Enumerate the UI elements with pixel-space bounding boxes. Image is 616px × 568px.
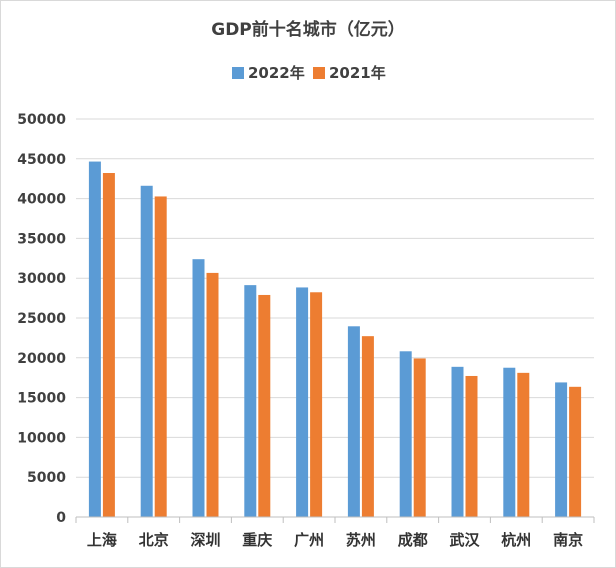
y-tick-label: 40000 (17, 192, 66, 208)
x-tick-label: 上海 (87, 531, 117, 549)
y-tick-label: 10000 (17, 430, 66, 446)
bar-2022 (296, 287, 309, 517)
legend: 2022年 2021年 (232, 64, 386, 82)
bar-2021 (413, 358, 426, 517)
bar-2021 (569, 386, 582, 517)
y-tick-label: 35000 (17, 231, 66, 247)
y-tick-label: 45000 (17, 152, 66, 168)
bar-2021 (310, 292, 323, 517)
gridlines (76, 118, 594, 478)
x-tick-label: 北京 (139, 531, 169, 549)
bar-2021 (206, 272, 219, 517)
bar-2022 (399, 351, 412, 517)
y-axis: 0 5000 10000 15000 20000 25000 30000 35000 40000… (17, 112, 66, 526)
bar-2021 (465, 375, 478, 517)
bar-2021 (361, 336, 374, 517)
y-tick-label: 50000 (17, 112, 66, 128)
x-axis: 上海 北京 深圳 重庆 广州 苏州 成都 武汉 杭州 南京 (75, 516, 595, 549)
bar-2022 (88, 161, 101, 517)
x-tick-label: 成都 (398, 531, 428, 549)
bar-2021 (517, 372, 530, 517)
x-tick-label: 杭州 (501, 531, 531, 549)
x-tick-label: 南京 (553, 531, 583, 549)
y-tick-label: 30000 (17, 271, 66, 287)
bar-2021 (102, 173, 115, 517)
y-tick-label: 15000 (17, 391, 66, 407)
chart-title: GDP前十名城市（亿元） (211, 19, 405, 40)
x-tick-label: 深圳 (190, 531, 220, 549)
x-tick-label: 武汉 (449, 531, 480, 549)
bar-2021 (258, 294, 271, 517)
bar-2022 (347, 326, 360, 517)
bar-2022 (192, 259, 205, 517)
y-tick-label: 0 (56, 510, 66, 526)
legend-swatch-2021 (313, 67, 325, 79)
legend-swatch-2022 (232, 67, 244, 79)
y-tick-label: 25000 (17, 311, 66, 327)
y-tick-label: 5000 (27, 470, 66, 486)
bars (88, 161, 582, 518)
bar-2022 (451, 366, 464, 517)
legend-label-2022: 2022年 (248, 64, 305, 82)
x-tick-label: 广州 (294, 531, 324, 549)
bar-2022 (555, 382, 568, 517)
y-tick-label: 20000 (17, 351, 66, 367)
legend-label-2021: 2021年 (329, 64, 386, 82)
x-tick-label: 苏州 (346, 531, 376, 549)
x-tick-label: 重庆 (242, 531, 272, 549)
bar-2021 (154, 196, 167, 517)
bar-2022 (503, 367, 516, 517)
bar-2022 (244, 285, 257, 517)
bar-2022 (140, 185, 153, 518)
